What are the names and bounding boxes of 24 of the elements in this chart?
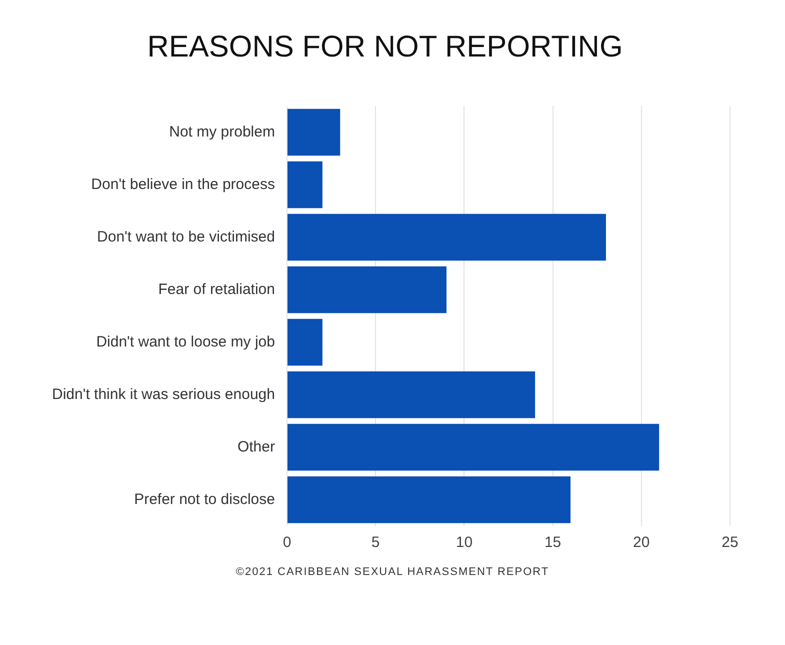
y-tick-label: Not my problem <box>169 123 275 140</box>
bar <box>287 318 322 366</box>
x-tick-label: 0 <box>282 534 292 552</box>
y-tick-label: Other <box>237 438 275 456</box>
bar <box>287 161 322 208</box>
x-tick-label: 15 <box>544 534 562 552</box>
y-tick-label: Prefer not to disclose <box>134 490 275 508</box>
bar <box>287 214 606 261</box>
y-tick-label: Didn't think it was serious enough <box>52 386 275 403</box>
y-tick-label: Didn't want to loose my job <box>96 333 275 350</box>
x-tick-label: 25 <box>722 534 738 552</box>
y-tick-label: Fear of retaliation <box>158 280 275 298</box>
text: ©2021 CARIBBEAN SEXUAL HARASSMENT REPORT <box>234 566 550 578</box>
bar <box>287 108 340 156</box>
bar <box>287 476 571 524</box>
chart-title: REASONS FOR NOT REPORTING <box>147 30 623 64</box>
y-tick-label: Don't believe in the process <box>91 176 275 193</box>
bar <box>287 371 536 418</box>
x-tick-label: 10 <box>456 534 473 552</box>
bar <box>287 424 660 471</box>
x-tick-label: 5 <box>371 534 380 552</box>
x-tick-label: 20 <box>633 534 650 552</box>
y-tick-label: Don't want to be victimised <box>97 228 275 246</box>
bar <box>287 266 446 314</box>
